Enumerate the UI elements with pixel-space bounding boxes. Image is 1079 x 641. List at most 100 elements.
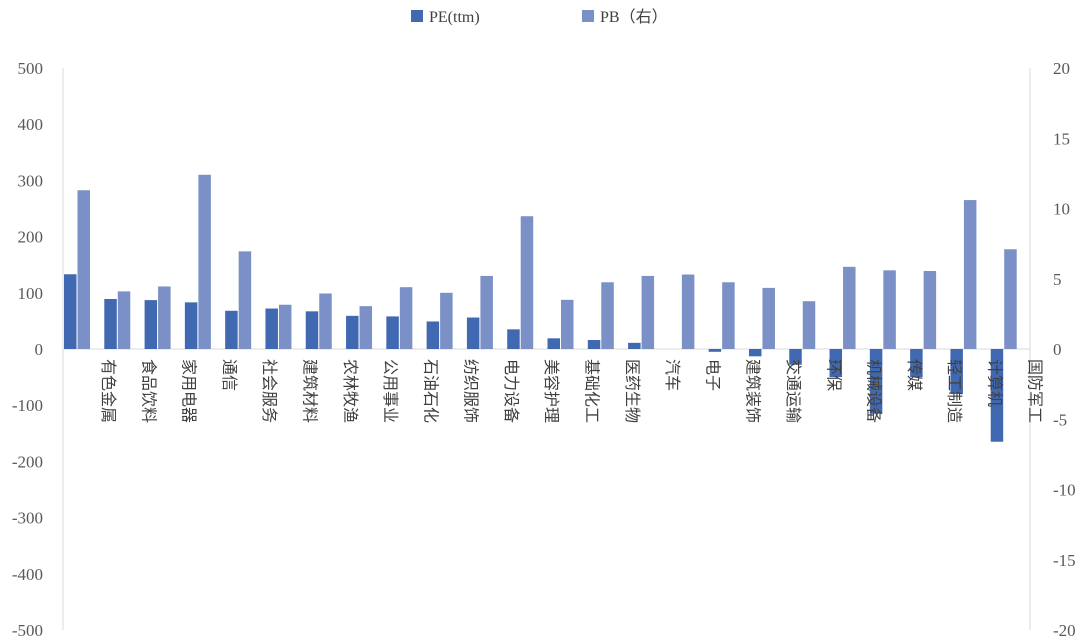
right-tick-label: 0 (1053, 340, 1062, 359)
bars (64, 174, 1017, 442)
bar-pe (990, 349, 1004, 442)
legend-swatch (411, 10, 423, 22)
bar-pb (480, 275, 493, 349)
bar-pe (547, 338, 560, 349)
category-label: 汽车 (663, 359, 682, 391)
left-tick-label: 0 (35, 340, 44, 359)
right-tick-label: 20 (1053, 59, 1070, 78)
left-tick-label: -400 (12, 565, 43, 584)
bar-pb (399, 287, 413, 349)
legend-label: PB（右） (600, 8, 668, 26)
category-label: 国防军工 (1026, 359, 1045, 423)
bar-pe (950, 349, 963, 394)
right-tick-label: -5 (1053, 410, 1067, 429)
bar-pe (466, 317, 480, 349)
left-tick-label: -200 (12, 452, 43, 471)
bar-pb (641, 275, 655, 349)
category-label: 美容护理 (542, 359, 561, 423)
bar-pe (587, 340, 601, 349)
legend: PE(ttm) PB（右） (411, 8, 668, 26)
left-tick-label: -300 (12, 509, 43, 528)
bar-pe (184, 302, 198, 349)
bar-pe (829, 349, 843, 378)
right-tick-label: 5 (1053, 270, 1062, 289)
bar-pe (507, 329, 520, 349)
bar-pb (117, 291, 131, 349)
category-label: 电力设备 (502, 359, 521, 423)
bar-pb (762, 287, 775, 349)
bar-pb (883, 270, 896, 349)
left-tick-label: 300 (18, 171, 44, 190)
left-tick-label: 400 (18, 115, 44, 134)
right-axis-ticks: 20 15 10 5 0 -5 -10 -15 -20 (1053, 59, 1076, 640)
category-label: 交通运输 (784, 359, 803, 423)
legend-label: PE(ttm) (429, 9, 480, 26)
category-label: 电子 (703, 359, 722, 391)
category-label: 农林牧渔 (341, 359, 360, 423)
bar-pb (681, 274, 695, 349)
bar-pb (601, 282, 614, 349)
legend-swatch (582, 10, 594, 22)
category-label: 有色金属 (99, 359, 118, 423)
bar-pe (869, 349, 883, 414)
category-label: 通信 (220, 359, 239, 391)
bar-pb (77, 190, 90, 349)
category-label: 纺织服饰 (462, 359, 481, 423)
left-tick-label: 500 (18, 59, 44, 78)
right-tick-label: -20 (1053, 621, 1076, 640)
category-label: 传媒 (905, 359, 924, 391)
bar-pb (1004, 249, 1017, 349)
bar-pb (963, 200, 977, 349)
bar-pb (158, 286, 171, 349)
left-tick-label: 200 (18, 228, 44, 247)
bar-pb (923, 271, 937, 349)
bar-pe (144, 300, 158, 349)
bar-pe (346, 315, 359, 349)
bar-pe (64, 274, 77, 349)
category-label: 建筑材料 (300, 359, 319, 423)
bar-pb (359, 306, 373, 349)
left-axis-ticks: 500 400 300 200 100 0 -100 -200 -300 -400 -500 (12, 59, 43, 640)
left-tick-label: -500 (12, 621, 43, 640)
left-tick-label: 100 (18, 284, 44, 303)
category-label: 家用电器 (180, 359, 199, 423)
category-label: 轻工制造 (945, 359, 964, 423)
bar-pb (843, 266, 856, 349)
category-label: 建筑装饰 (744, 359, 763, 423)
bar-pb (278, 304, 292, 349)
category-label: 环保 (824, 359, 843, 391)
right-tick-label: 15 (1053, 129, 1070, 148)
bar-pb (520, 216, 534, 349)
bar-pe (910, 349, 923, 378)
category-label: 社会服务 (260, 359, 279, 423)
bar-pe (628, 342, 641, 349)
right-tick-label: -15 (1053, 551, 1076, 570)
bar-pe (708, 349, 722, 352)
bar-pe (426, 321, 440, 349)
category-labels: 有色金属 食品饮料 家用电器 通信 社会服务 建筑材料 农林牧渔 公用事业 石油石化 纺织服饰 电力… (99, 359, 1045, 423)
bar-pb (561, 299, 574, 349)
bar-pb (440, 292, 453, 349)
category-label: 公用事业 (381, 359, 400, 423)
bar-pb (319, 293, 332, 349)
left-tick-label: -100 (12, 396, 43, 415)
category-label: 计算机 (985, 359, 1004, 407)
bar-pe (748, 349, 762, 357)
bar-pe (265, 308, 278, 349)
bar-pe (305, 311, 319, 349)
bar-pe (104, 298, 117, 349)
category-label: 机械设备 (865, 359, 884, 423)
category-label: 石油石化 (421, 359, 440, 423)
category-label: 基础化工 (583, 359, 602, 423)
right-tick-label: 10 (1053, 200, 1070, 219)
bar-pe (225, 310, 238, 349)
category-label: 医药生物 (623, 359, 642, 423)
bar-pb (802, 301, 816, 349)
right-tick-label: -10 (1053, 481, 1076, 500)
category-label: 食品饮料 (139, 359, 158, 423)
bar-pe (789, 349, 802, 365)
bar-pb (198, 174, 211, 349)
bar-pb (722, 282, 735, 349)
bar-pb (238, 251, 252, 349)
